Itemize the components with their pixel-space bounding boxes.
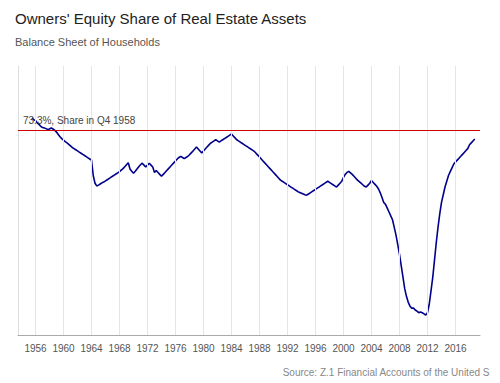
svg-text:73.3%, Share in Q4 1958: 73.3%, Share in Q4 1958	[23, 115, 136, 126]
svg-text:2008: 2008	[388, 343, 411, 354]
svg-text:1976: 1976	[164, 343, 187, 354]
svg-text:1956: 1956	[24, 343, 47, 354]
svg-text:1972: 1972	[136, 343, 159, 354]
svg-text:1980: 1980	[192, 343, 215, 354]
svg-text:1996: 1996	[304, 343, 327, 354]
svg-text:1988: 1988	[248, 343, 271, 354]
svg-text:1992: 1992	[276, 343, 299, 354]
svg-text:Balance Sheet of Households: Balance Sheet of Households	[15, 36, 160, 48]
svg-text:1964: 1964	[80, 343, 103, 354]
svg-text:2000: 2000	[332, 343, 355, 354]
svg-text:1960: 1960	[52, 343, 75, 354]
svg-text:2004: 2004	[360, 343, 383, 354]
svg-text:1984: 1984	[220, 343, 243, 354]
svg-text:2016: 2016	[444, 343, 467, 354]
svg-text:2012: 2012	[416, 343, 439, 354]
svg-text:1968: 1968	[108, 343, 131, 354]
svg-text:Source: Z.1 Financial Accounts: Source: Z.1 Financial Accounts of the Un…	[283, 367, 490, 378]
svg-text:Owners' Equity Share of Real E: Owners' Equity Share of Real Estate Asse…	[15, 10, 306, 27]
